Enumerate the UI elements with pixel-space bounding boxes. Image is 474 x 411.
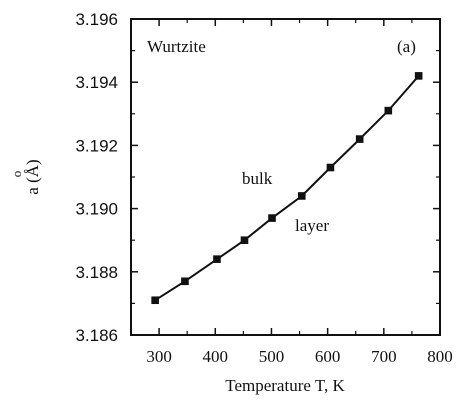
series-markers	[151, 72, 423, 305]
x-tick-label: 800	[427, 347, 453, 366]
x-tick-label: 700	[371, 347, 397, 366]
y-axis-title-overmark: o	[9, 171, 24, 178]
x-tick-label: 300	[146, 347, 172, 366]
annotation-panel: (a)	[397, 37, 416, 56]
x-tick-labels: 300 400 500 600 700 800	[146, 347, 452, 366]
data-point	[297, 192, 306, 200]
x-axis-title: Temperature T, K	[225, 376, 345, 395]
data-point	[181, 277, 189, 286]
y-tick-label: 3.192	[75, 136, 118, 155]
annotation-bulk: bulk	[242, 169, 273, 188]
y-tick-label: 3.190	[75, 200, 118, 219]
data-point	[213, 255, 221, 263]
y-axis-title-group: a (Å) o	[9, 159, 42, 194]
y-tick-label: 3.194	[75, 73, 118, 92]
annotation-layer: layer	[295, 216, 329, 235]
annotation-material: Wurtzite	[147, 37, 206, 56]
data-point	[384, 106, 393, 115]
series-line	[154, 75, 420, 302]
data-point	[268, 214, 276, 222]
data-point	[151, 296, 159, 305]
y-tick-label: 3.196	[75, 10, 118, 29]
y-tick-label: 3.188	[75, 263, 118, 282]
data-point	[355, 135, 364, 143]
x-tick-label: 600	[315, 347, 341, 366]
x-tick-label: 500	[259, 347, 285, 366]
plot-frame	[130, 18, 441, 336]
data-point	[326, 163, 335, 172]
y-axis-title: a (Å)	[23, 159, 42, 194]
y-tick-label: 3.186	[75, 326, 118, 345]
data-point	[414, 72, 423, 80]
axis-ticks	[131, 18, 441, 336]
x-tick-label: 400	[203, 347, 229, 366]
y-tick-labels: 3.186 3.188 3.190 3.192 3.194 3.196	[75, 10, 118, 345]
data-point	[240, 236, 249, 244]
